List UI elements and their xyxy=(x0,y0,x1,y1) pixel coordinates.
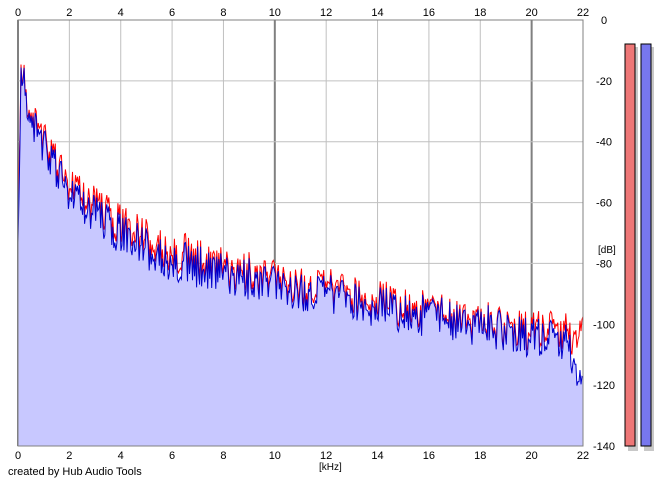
x-tick-top-12: 12 xyxy=(320,7,332,19)
series-1-line xyxy=(17,67,584,386)
x-tick-bottom-8: 8 xyxy=(220,450,226,462)
x-tick-bottom-0: 0 xyxy=(15,450,21,462)
x-tick-bottom-10: 10 xyxy=(269,450,281,462)
x-tick-bottom-18: 18 xyxy=(474,450,486,462)
series-layer xyxy=(17,64,584,446)
y-tick--100: -100 xyxy=(593,319,615,331)
x-tick-bottom-20: 20 xyxy=(526,450,538,462)
y-axis-label: [dB] xyxy=(598,245,616,256)
y-tick--120: -120 xyxy=(593,380,615,392)
tick-labels: 002244668810101212141416161818202022220-… xyxy=(15,7,615,462)
level-meter-1 xyxy=(640,43,652,447)
x-tick-top-2: 2 xyxy=(66,7,72,19)
x-tick-top-0: 0 xyxy=(15,7,21,19)
y-tick--140: -140 xyxy=(593,441,615,453)
x-axis-label: [kHz] xyxy=(319,462,342,473)
x-tick-top-6: 6 xyxy=(169,7,175,19)
x-tick-bottom-6: 6 xyxy=(169,450,175,462)
x-tick-top-10: 10 xyxy=(269,7,281,19)
x-tick-top-20: 20 xyxy=(526,7,538,19)
x-tick-bottom-2: 2 xyxy=(66,450,72,462)
x-tick-bottom-14: 14 xyxy=(371,450,383,462)
x-tick-top-16: 16 xyxy=(423,7,435,19)
x-tick-top-8: 8 xyxy=(220,7,226,19)
y-tick--60: -60 xyxy=(596,198,612,210)
y-tick--80: -80 xyxy=(596,258,612,270)
x-tick-bottom-16: 16 xyxy=(423,450,435,462)
x-tick-top-18: 18 xyxy=(474,7,486,19)
series-1-fill xyxy=(18,67,583,446)
y-tick--40: -40 xyxy=(596,137,612,149)
x-tick-bottom-12: 12 xyxy=(320,450,332,462)
x-tick-top-4: 4 xyxy=(118,7,124,19)
credit-text: created by Hub Audio Tools xyxy=(8,466,142,478)
x-tick-top-22: 22 xyxy=(577,7,589,19)
level-meter-0 xyxy=(624,43,636,447)
x-tick-top-14: 14 xyxy=(371,7,383,19)
level-meters xyxy=(624,43,654,451)
x-tick-bottom-4: 4 xyxy=(118,450,124,462)
y-tick--20: -20 xyxy=(596,76,612,88)
plot-frame xyxy=(17,19,584,447)
y-tick-0: 0 xyxy=(601,15,607,27)
x-tick-bottom-22: 22 xyxy=(577,450,589,462)
